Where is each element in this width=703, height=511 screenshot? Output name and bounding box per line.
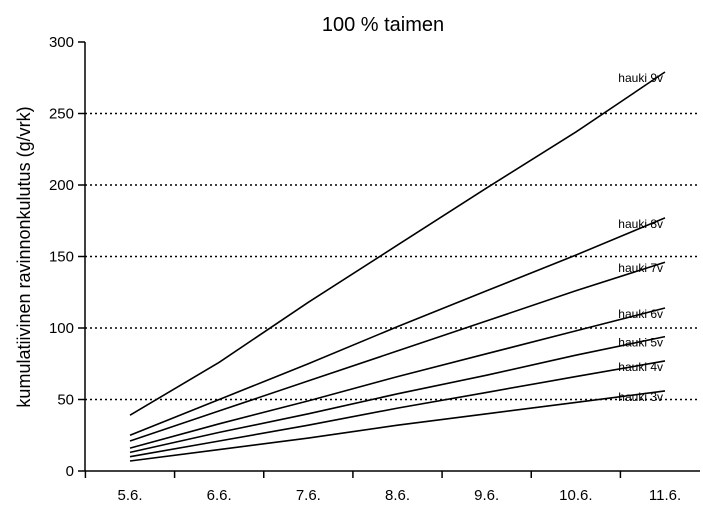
series-label: hauki 7v [618, 261, 663, 275]
series-line-hauki-7v [129, 261, 666, 442]
series-line-hauki-6v [129, 307, 666, 449]
x-tick-label: 10.6. [559, 487, 592, 504]
series-line-hauki-8v [129, 217, 666, 437]
y-tick-label: 300 [49, 34, 74, 51]
y-tick-label: 0 [66, 463, 74, 480]
series-label: hauki 9v [618, 71, 663, 85]
y-tick-label: 200 [49, 177, 74, 194]
x-tick-label: 11.6. [649, 487, 681, 504]
grid [85, 112, 700, 401]
x-tick-label: 8.6. [385, 487, 410, 504]
series-label: hauki 6v [618, 307, 663, 321]
axes: 0 50 100 150 200 250 300 5.6. 6.6. 7.6. 8.6. 9.6. 10… [49, 34, 700, 504]
series-label: hauki 8v [618, 217, 663, 231]
x-tick-label: 9.6. [474, 487, 499, 504]
series-group [129, 71, 666, 462]
series-line-hauki-9v [129, 71, 666, 416]
x-tick-label: 7.6. [296, 487, 321, 504]
x-tick-label: 6.6. [207, 487, 232, 504]
series-line-hauki-5v [129, 335, 666, 454]
y-tick-label: 100 [49, 320, 74, 337]
y-tick-label: 150 [49, 249, 74, 266]
series-label: hauki 3v [618, 390, 663, 404]
y-tick-label: 250 [49, 106, 74, 123]
series-label: hauki 5v [618, 336, 663, 350]
chart-title: 100 % taimen [322, 14, 444, 36]
x-tick-label: 5.6. [117, 487, 142, 504]
series-label: hauki 4v [618, 360, 663, 374]
y-axis-label: kumulatiivinen ravinnonkulutus (g/vrk) [14, 106, 34, 407]
series-labels: hauki 9v hauki 8v hauki 7v hauki 6v hauki 5v… [618, 71, 663, 404]
series-line-hauki-4v [129, 360, 666, 458]
series-line-hauki-3v [129, 390, 666, 462]
y-tick-label: 50 [57, 392, 74, 409]
